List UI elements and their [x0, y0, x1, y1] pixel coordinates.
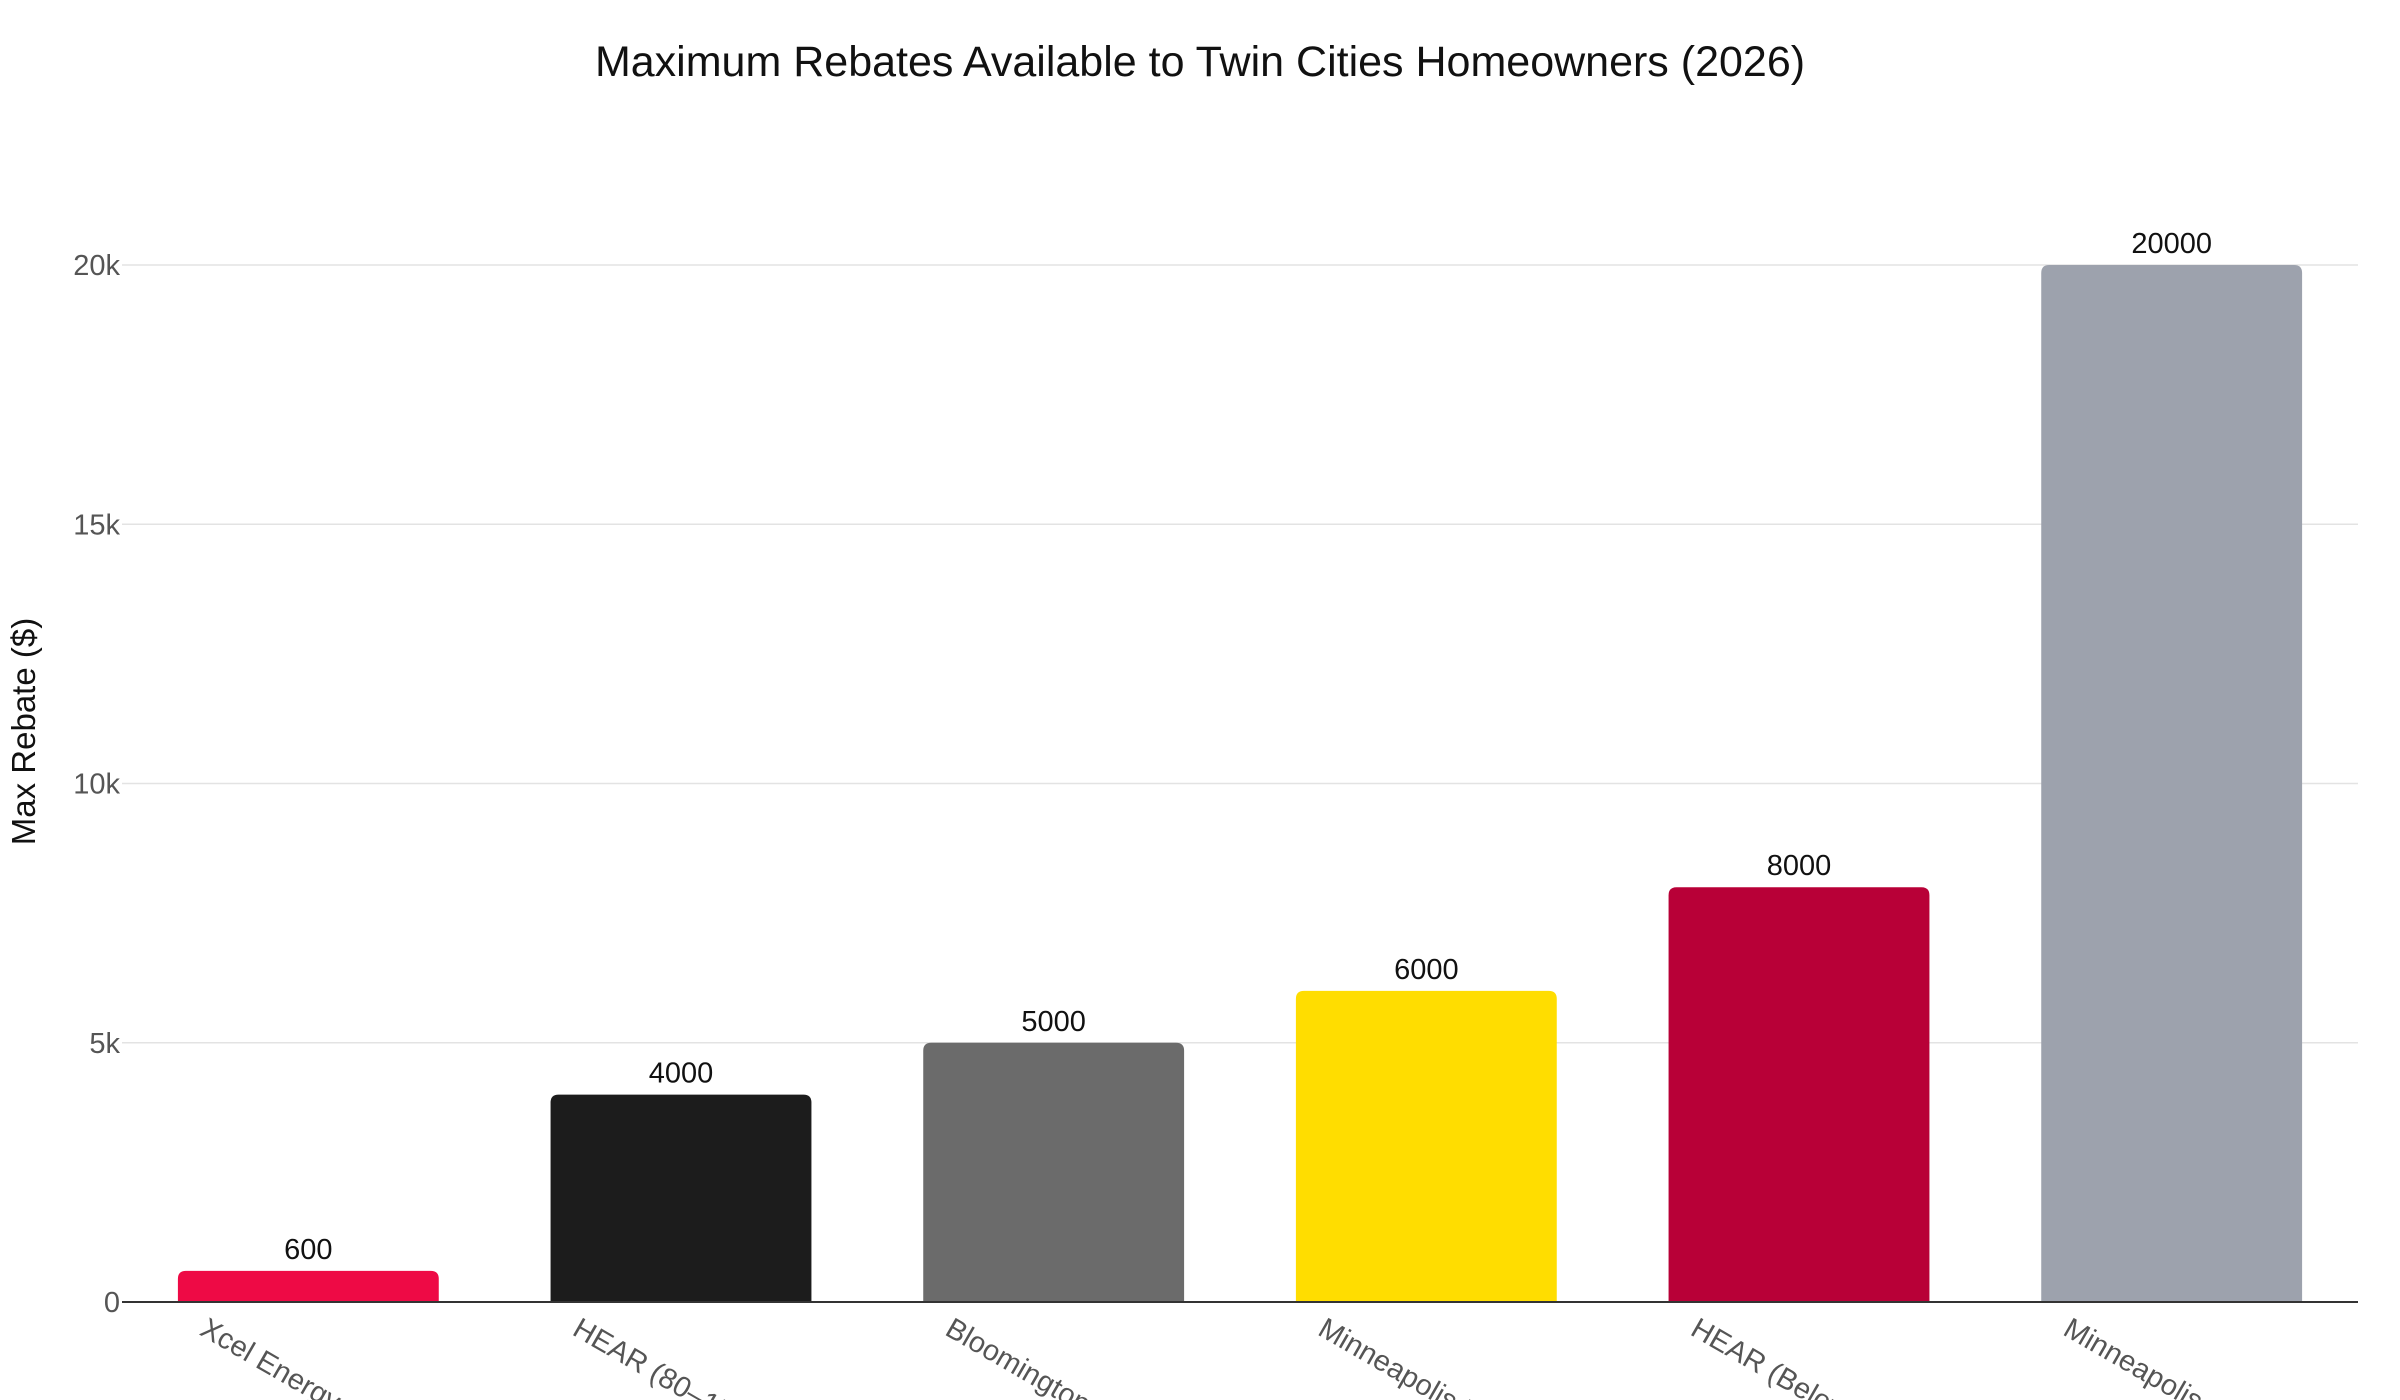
- x-category-label: HEAR (80–150%: [568, 1312, 775, 1400]
- y-tick-label: 5k: [89, 1028, 120, 1060]
- bar: [1295, 990, 1557, 1302]
- x-category-label: Minneapolis Gr: [2058, 1312, 2243, 1400]
- y-tick-label: 20k: [73, 250, 120, 282]
- y-tick-label: 0: [104, 1287, 120, 1319]
- bars: [177, 265, 2303, 1302]
- x-category-label: HEAR (Below 80: [1686, 1312, 1890, 1400]
- chart-title: Maximum Rebates Available to Twin Cities…: [594, 38, 1806, 86]
- bar: [177, 1270, 439, 1302]
- bar: [550, 1094, 812, 1302]
- data-label: 4000: [649, 1058, 714, 1090]
- data-label: 20000: [2131, 228, 2212, 260]
- data-label: 600: [284, 1234, 332, 1266]
- y-axis-ticks: 0 5k 10k 15k 20k: [73, 250, 120, 1319]
- y-tick-label: 15k: [73, 509, 120, 541]
- x-category-label: Bloomington C: [940, 1312, 1121, 1400]
- y-axis-title: Max Rebate ($): [5, 618, 42, 845]
- data-label: 8000: [1767, 850, 1832, 882]
- x-category-label: Xcel Energy (Ho: [195, 1312, 394, 1400]
- gridlines: [122, 264, 2358, 1044]
- x-category-label: Minneapolis No: [1313, 1312, 1502, 1400]
- data-labels: 600 4000 5000 6000 8000 20000: [284, 228, 2212, 1266]
- y-tick-label: 10k: [73, 769, 120, 801]
- bar: [2041, 265, 2303, 1302]
- data-label: 5000: [1021, 1006, 1086, 1038]
- bar: [1668, 887, 1930, 1302]
- data-label: 6000: [1394, 954, 1459, 986]
- bar: [923, 1042, 1185, 1302]
- x-axis-categories: Xcel Energy (Ho HEAR (80–150% Bloomington …: [195, 1312, 2244, 1400]
